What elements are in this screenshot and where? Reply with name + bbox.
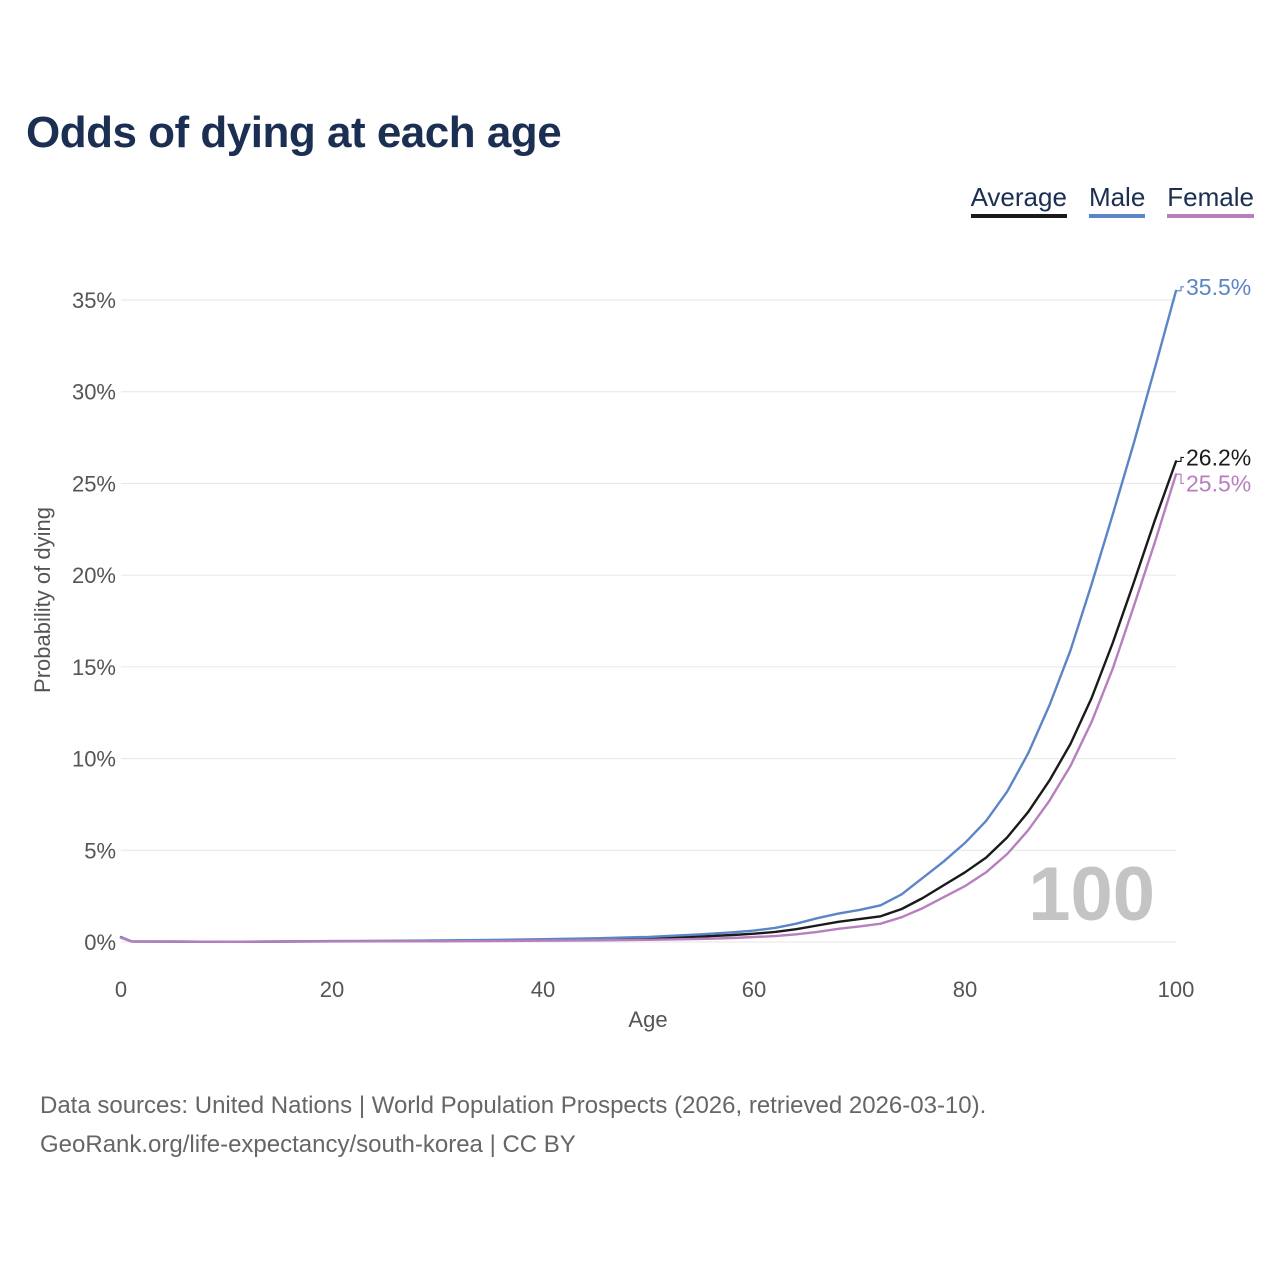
x-tick-label: 40 (531, 977, 555, 1002)
end-label-average: 26.2% (1186, 444, 1251, 470)
end-label-leader (1176, 286, 1184, 292)
y-tick-label: 35% (72, 288, 116, 313)
end-label-female: 25.5% (1186, 470, 1251, 496)
grid-lines (121, 299, 1176, 943)
x-tick-label: 60 (742, 977, 766, 1002)
line-chart: 0%5%10%15%20%25%30%35% 0 20 40 60 80 100 100 … (30, 274, 1251, 1032)
legend-item-male[interactable]: Male (1088, 182, 1146, 218)
x-tick-label: 20 (320, 977, 344, 1002)
end-labels: 35.5% 26.2%25.5% (1176, 274, 1251, 496)
y-tick-label: 10% (72, 747, 116, 772)
y-axis-title: Probability of dying (30, 507, 55, 693)
x-tick-label: 80 (953, 977, 977, 1002)
legend: Average Male Female (970, 182, 1254, 218)
end-label-leader (1176, 456, 1184, 463)
y-axis-ticks: 0% 5% 10% 15% 20% 25% 30% 35% (72, 288, 116, 955)
y-tick-label: 25% (72, 471, 116, 496)
y-tick-label: 20% (72, 563, 116, 588)
source-note: Data sources: United Nations | World Pop… (40, 1092, 987, 1119)
legend-item-female[interactable]: Female (1167, 182, 1254, 218)
page-title: Odds of dying at each age (26, 108, 562, 157)
legend-item-average[interactable]: Average (970, 182, 1067, 218)
y-tick-label: 30% (72, 380, 116, 405)
x-axis-ticks: 0 20 40 60 80 100 (115, 977, 1194, 1002)
x-axis-title: Age (628, 1007, 667, 1032)
year-watermark: 100 (1028, 852, 1155, 937)
end-label-male: 35.5% (1186, 274, 1251, 300)
footer: Data sources: United Nations | World Pop… (40, 1086, 986, 1164)
x-tick-label: 0 (115, 977, 127, 1002)
series-line-male[interactable] (119, 289, 1178, 943)
x-tick-label: 100 (1158, 977, 1195, 1002)
series-lines (119, 289, 1178, 943)
series-line-female[interactable] (119, 473, 1178, 943)
y-tick-label: 0% (84, 930, 116, 955)
y-tick-label: 15% (72, 655, 116, 680)
attribution[interactable]: GeoRank.org/life-expectancy/south-korea … (40, 1131, 576, 1158)
end-label-leader (1176, 473, 1184, 485)
series-line-average[interactable] (119, 460, 1178, 943)
y-tick-label: 5% (84, 838, 116, 863)
